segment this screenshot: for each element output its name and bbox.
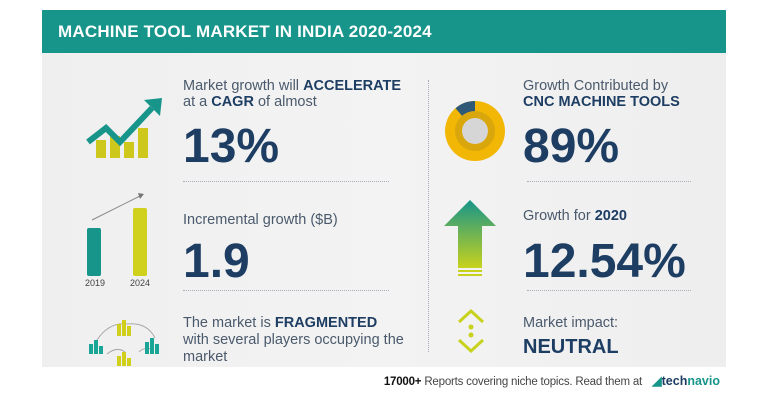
infographic-panel: MACHINE TOOL MARKET IN INDIA 2020-2024 M… — [42, 10, 726, 367]
divider — [183, 181, 389, 182]
logo-mark-icon: ◢ — [652, 374, 662, 388]
incremental-value: 1.9 — [183, 235, 250, 288]
contribution-label: Growth Contributed by CNC MACHINE TOOLS — [523, 78, 680, 110]
growth-chart-icon — [86, 98, 162, 158]
divider — [527, 290, 691, 291]
contribution-value: 89% — [523, 120, 620, 173]
page-title: MACHINE TOOL MARKET IN INDIA 2020-2024 — [58, 22, 432, 41]
neutral-impact-icon — [457, 308, 485, 354]
incremental-bars-icon — [87, 193, 147, 276]
divider — [527, 181, 691, 182]
growth-year-label: Growth for 2020 — [523, 208, 627, 224]
donut-chart-icon — [445, 101, 505, 161]
up-arrow-icon — [444, 200, 496, 276]
header-bar: MACHINE TOOL MARKET IN INDIA 2020-2024 — [42, 10, 726, 53]
technavio-logo[interactable]: ◢technavio — [652, 374, 720, 388]
impact-label: Market impact: — [523, 315, 619, 331]
impact-value: NEUTRAL — [523, 336, 619, 358]
incremental-label: Incremental growth ($B) — [183, 212, 338, 228]
footer: 17000+ Reports covering niche topics. Re… — [384, 373, 720, 388]
cagr-label: Market growth will ACCELERATE at a CAGR o… — [183, 78, 402, 110]
bar-label-2024: 2024 — [130, 278, 151, 288]
divider — [183, 290, 389, 291]
footer-text: 17000+ Reports covering niche topics. Re… — [383, 376, 643, 388]
growth-year-value: 12.54% — [523, 235, 686, 288]
column-divider — [428, 80, 429, 352]
fragmented-market-icon — [89, 320, 159, 366]
bar-label-2019: 2019 — [85, 278, 106, 288]
cagr-value: 13% — [183, 120, 280, 173]
fragmented-text: The market is FRAGMENTED with several pla… — [183, 315, 404, 365]
